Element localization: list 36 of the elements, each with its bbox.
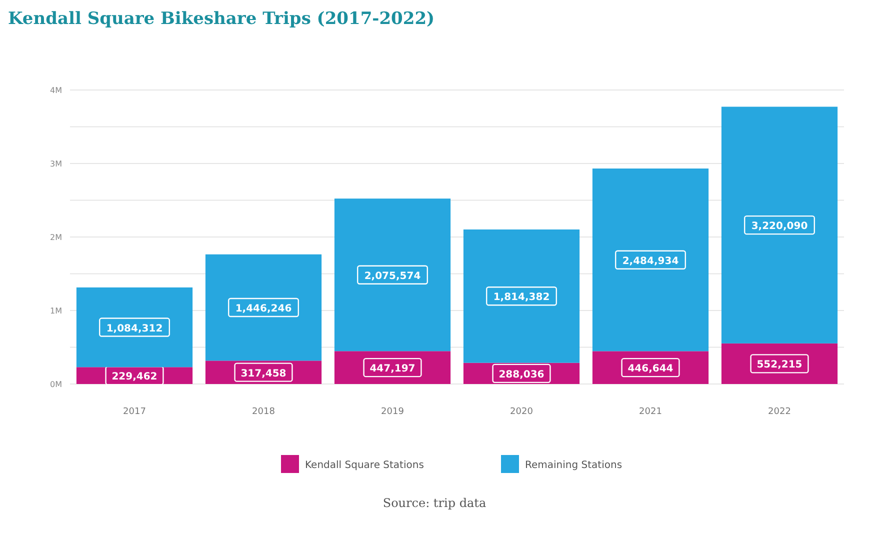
chart-title: Kendall Square Bikeshare Trips (2017-2022) <box>8 9 435 29</box>
bar <box>76 287 193 368</box>
x-tick-label: 2020 <box>510 407 534 417</box>
y-tick-label: 2M <box>50 233 62 242</box>
x-tick-label: 2019 <box>381 407 404 417</box>
y-tick-label: 4M <box>50 86 62 95</box>
y-tick-label: 1M <box>50 306 62 316</box>
bar <box>592 168 709 352</box>
source-note: Source: trip data <box>382 496 486 510</box>
bar <box>334 198 451 352</box>
bar <box>721 106 838 344</box>
bar <box>592 351 709 384</box>
x-tick-label: 2017 <box>123 407 146 417</box>
x-tick-label: 2018 <box>252 407 276 417</box>
data-label: 1,446,246 <box>235 304 292 315</box>
data-label: 552,215 <box>756 360 802 371</box>
y-tick-label: 3M <box>50 160 62 168</box>
data-label: 446,644 <box>628 364 674 375</box>
data-label: 447,197 <box>370 364 416 375</box>
data-label: 3,220,090 <box>751 221 808 232</box>
data-label: 1,084,312 <box>106 323 163 334</box>
data-label: 2,075,574 <box>364 270 421 282</box>
x-tick-label: 2022 <box>768 407 791 417</box>
data-label: 1,814,382 <box>493 292 550 304</box>
x-tick-label: 2021 <box>639 407 662 417</box>
data-label: 317,458 <box>240 368 286 380</box>
bar <box>334 351 451 384</box>
bar <box>721 343 838 384</box>
legend-label: Remaining Stations <box>525 460 622 471</box>
bar <box>463 229 580 363</box>
legend-label: Kendall Square Stations <box>305 460 424 471</box>
data-label: 288,036 <box>498 369 544 380</box>
data-label: 229,462 <box>112 372 158 383</box>
bar <box>205 254 322 361</box>
y-tick-label: 0M <box>50 380 62 389</box>
data-label: 2,484,934 <box>622 256 679 267</box>
